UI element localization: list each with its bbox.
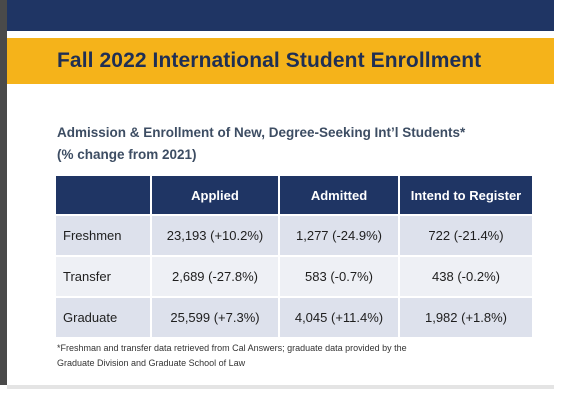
row-label: Transfer <box>56 255 151 297</box>
cell-admitted: 4,045 (+11.4%) <box>278 296 399 337</box>
table-row: Freshmen 23,193 (+10.2%) 1,277 (-24.9%) … <box>56 214 532 256</box>
header-applied: Applied <box>150 176 279 215</box>
title-band <box>7 38 554 84</box>
table-header-row: Applied Admitted Intend to Register <box>56 176 532 215</box>
cell-applied: 23,193 (+10.2%) <box>150 214 279 256</box>
table-row: Transfer 2,689 (-27.8%) 583 (-0.7%) 438 … <box>56 255 532 297</box>
cell-intend: 438 (-0.2%) <box>398 255 532 297</box>
window-left-edge <box>0 0 7 385</box>
slide-shadow <box>7 385 554 389</box>
row-label: Freshmen <box>56 214 151 256</box>
cell-admitted: 1,277 (-24.9%) <box>278 214 399 256</box>
header-intend-to-register: Intend to Register <box>398 176 532 215</box>
footnote-line-2: Graduate Division and Graduate School of… <box>57 358 246 368</box>
header-admitted: Admitted <box>278 176 399 215</box>
footnote: *Freshman and transfer data retrieved fr… <box>57 341 527 371</box>
enrollment-table: Applied Admitted Intend to Register Fres… <box>56 176 532 337</box>
footnote-line-1: *Freshman and transfer data retrieved fr… <box>57 343 407 353</box>
subtitle-line-2: (% change from 2021) <box>57 147 197 162</box>
cell-intend: 1,982 (+1.8%) <box>398 296 532 337</box>
slide-title: Fall 2022 International Student Enrollme… <box>57 49 482 72</box>
cell-intend: 722 (-21.4%) <box>398 214 532 256</box>
cell-admitted: 583 (-0.7%) <box>278 255 399 297</box>
cell-applied: 25,599 (+7.3%) <box>150 296 279 337</box>
header-empty <box>56 176 151 215</box>
slide: Fall 2022 International Student Enrollme… <box>7 0 554 385</box>
table-subtitle: Admission & Enrollment of New, Degree-Se… <box>57 122 537 166</box>
top-navy-bar <box>7 0 554 31</box>
row-label: Graduate <box>56 296 151 337</box>
table-row: Graduate 25,599 (+7.3%) 4,045 (+11.4%) 1… <box>56 296 532 337</box>
cell-applied: 2,689 (-27.8%) <box>150 255 279 297</box>
subtitle-line-1: Admission & Enrollment of New, Degree-Se… <box>57 125 466 140</box>
